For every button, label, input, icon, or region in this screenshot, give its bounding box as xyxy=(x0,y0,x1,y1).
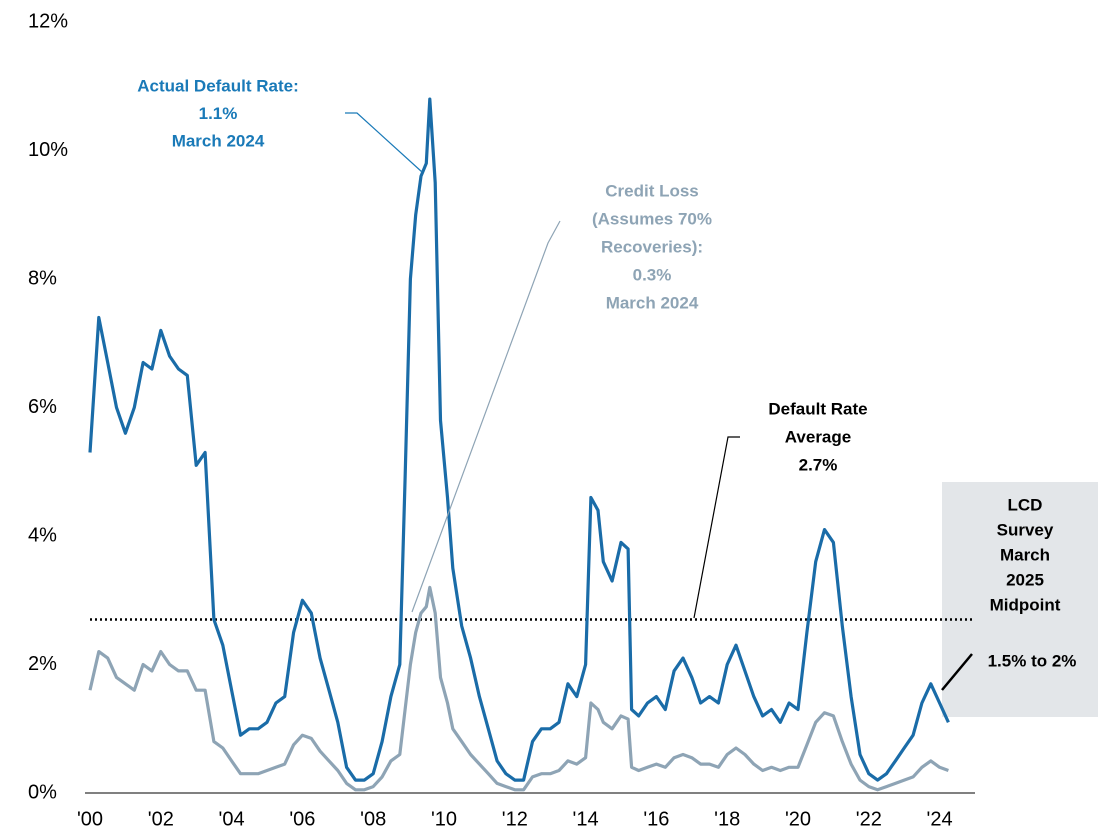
survey-text: Survey xyxy=(997,520,1054,539)
x-tick-label: '16 xyxy=(643,808,669,830)
series-line xyxy=(88,97,950,782)
y-tick-label: 8% xyxy=(28,267,57,289)
annotation-text: 0.3% xyxy=(633,265,672,284)
annotation-text: Recoveries): xyxy=(601,237,703,256)
annotation-text: Credit Loss xyxy=(605,181,699,200)
y-tick-label: 0% xyxy=(28,781,57,803)
leader-line xyxy=(411,220,561,613)
leader-line xyxy=(693,436,740,619)
y-tick-label: 12% xyxy=(28,10,68,32)
x-tick-label: '14 xyxy=(573,808,599,830)
survey-text: LCD xyxy=(1008,495,1043,514)
x-tick-label: '22 xyxy=(856,808,882,830)
survey-range: 1.5% to 2% xyxy=(988,651,1077,670)
annotation-text: March 2024 xyxy=(172,131,265,150)
annotation-text: 1.1% xyxy=(199,104,238,123)
survey-text: Midpoint xyxy=(990,595,1061,614)
y-tick-label: 4% xyxy=(28,524,57,546)
annotation-text: (Assumes 70% xyxy=(592,209,712,228)
x-tick-label: '06 xyxy=(289,808,315,830)
x-tick-label: '20 xyxy=(785,808,811,830)
survey-text: March xyxy=(1000,545,1050,564)
x-tick-label: '00 xyxy=(77,808,103,830)
x-tick-label: '24 xyxy=(927,808,953,830)
annotation-text: Default Rate xyxy=(768,399,867,418)
annotation-text: 2.7% xyxy=(799,455,838,474)
y-tick-label: 10% xyxy=(28,139,68,161)
x-tick-label: '02 xyxy=(148,808,174,830)
annotation-text: March 2024 xyxy=(606,293,699,312)
annotation-text: Actual Default Rate: xyxy=(137,76,299,95)
y-tick-label: 6% xyxy=(28,396,57,418)
series-line xyxy=(88,585,949,792)
x-tick-label: '04 xyxy=(219,808,245,830)
annotation-text: Average xyxy=(785,427,851,446)
survey-box xyxy=(942,482,1098,717)
leader-line xyxy=(345,112,423,173)
x-tick-label: '12 xyxy=(502,808,528,830)
survey-pointer xyxy=(941,653,973,691)
survey-text: 2025 xyxy=(1006,570,1044,589)
x-tick-label: '08 xyxy=(360,808,386,830)
y-tick-label: 2% xyxy=(28,653,57,675)
x-tick-label: '10 xyxy=(431,808,457,830)
x-tick-label: '18 xyxy=(714,808,740,830)
